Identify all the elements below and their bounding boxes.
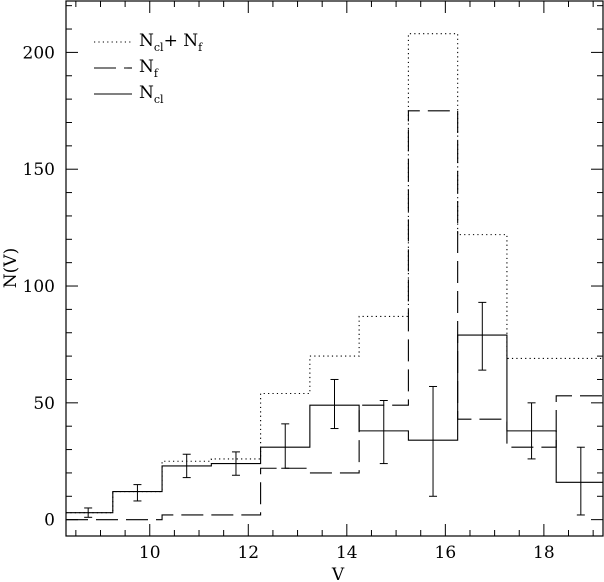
legend-label: Ncl+ Nf xyxy=(139,31,203,54)
x-tick-label: 10 xyxy=(139,543,161,563)
axis-ticks: 10 12 14 16 18 0 50 100 150 200 xyxy=(23,1,603,563)
y-tick-label: 50 xyxy=(33,394,55,414)
x-tick-label: 18 xyxy=(533,543,555,563)
y-tick-label: 200 xyxy=(23,43,55,63)
plot-frame xyxy=(65,0,604,537)
error-bar xyxy=(379,399,388,465)
error-bar xyxy=(133,484,142,502)
error-bar xyxy=(576,446,585,516)
error-bar xyxy=(478,301,487,371)
y-tick-label: 0 xyxy=(44,511,55,531)
series-step-dotted xyxy=(66,33,603,514)
legend-item-dotted: Ncl+ Nf xyxy=(94,31,203,54)
series-layer xyxy=(66,33,603,521)
series-step-dashed xyxy=(66,110,603,521)
legend-label: Nf xyxy=(139,57,159,80)
error-bar xyxy=(231,451,240,476)
error-bar xyxy=(429,385,438,497)
legend-item-dashed: Nf xyxy=(94,57,159,80)
y-tick-label: 100 xyxy=(23,277,55,297)
error-bar xyxy=(330,378,339,430)
y-tick-label: 150 xyxy=(23,160,55,180)
x-tick-label: 14 xyxy=(336,543,358,563)
y-axis-label: N(V) xyxy=(1,248,21,288)
legend-item-solid: Ncl xyxy=(94,83,164,106)
error-bar xyxy=(84,507,93,518)
error-bar xyxy=(281,423,290,469)
x-axis-label: V xyxy=(331,565,345,582)
error-bar xyxy=(527,402,536,460)
x-tick-label: 16 xyxy=(435,543,457,563)
x-tick-label: 12 xyxy=(237,543,259,563)
legend-label: Ncl xyxy=(139,83,164,106)
error-bar xyxy=(182,453,191,479)
legend: Ncl+ Nf Nf Ncl xyxy=(94,31,203,106)
error-bars xyxy=(84,301,585,518)
